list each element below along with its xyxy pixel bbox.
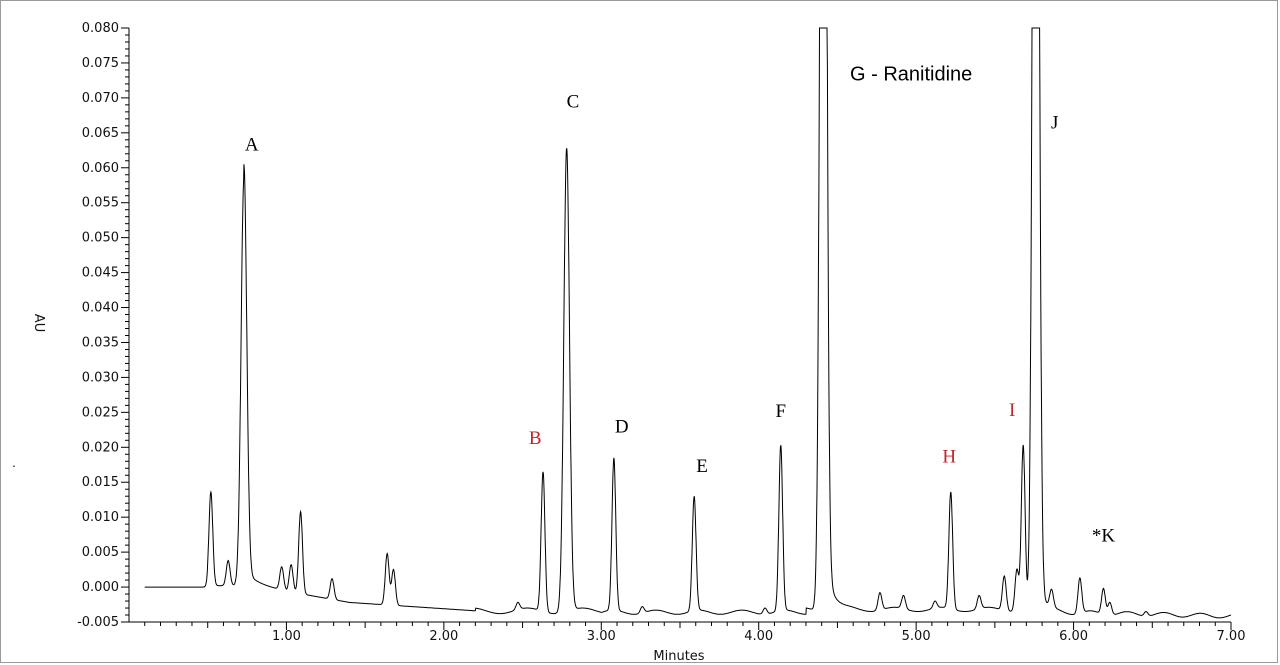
x-tick-label: 3.00 [587,629,616,644]
y-tick-label: 0.000 [82,580,119,595]
y-tick-label: 0.025 [82,405,119,420]
y-tick-label: 0.070 [82,91,119,106]
x-tick-label: 2.00 [429,629,458,644]
y-tick-label: 0.015 [82,475,119,490]
axes: 1.00 2.00 3.00 4.00 5.00 6.00 7.00 -0.005 0.000… [77,21,1245,644]
x-tick-label: 6.00 [1059,629,1088,644]
y-axis-title: AU [31,314,46,332]
y-tick-label: 0.045 [82,266,119,281]
x-axis-ticks: 1.00 2.00 3.00 4.00 5.00 6.00 7.00 [144,622,1246,644]
stray-mark: . [12,454,16,470]
x-axis-title: Minutes [653,649,704,664]
y-tick-label: 0.075 [82,56,119,71]
y-tick-label: 0.060 [82,161,119,176]
x-tick-label: 7.00 [1217,629,1246,644]
peak-label: *K [1092,526,1116,547]
peak-label: I [1009,400,1015,421]
peak-label: C [567,92,580,113]
peak-label: D [615,417,629,438]
y-tick-label: 0.065 [82,126,119,141]
y-tick-label: 0.040 [82,301,119,316]
peak-label: A [245,134,259,155]
peak-label: G - Ranitidine [850,63,972,85]
y-tick-label: 0.050 [82,231,119,246]
y-tick-label: 0.055 [82,196,119,211]
peak-label: E [696,456,708,477]
y-tick-label: 0.010 [82,510,119,525]
y-tick-label: 0.020 [82,440,119,455]
y-tick-label: 0.005 [82,545,119,560]
peak-labels: A B C D E F G - Ranitidine H I J *K [245,63,1115,546]
chromatogram-trace [144,27,1232,619]
y-tick-label: -0.005 [77,615,119,630]
x-tick-label: 1.00 [272,629,301,644]
x-tick-label: 5.00 [902,629,931,644]
y-tick-label: 0.080 [82,21,119,36]
peak-label: H [942,447,956,468]
y-tick-label: 0.030 [82,370,119,385]
y-axis-ticks: -0.005 0.000 0.005 0.010 0.015 0.020 0.025 0.03… [77,21,129,630]
peak-label: B [529,428,542,449]
peak-label: F [775,401,786,422]
x-tick-label: 4.00 [744,629,773,644]
y-tick-label: 0.035 [82,335,119,350]
peak-label: J [1051,113,1058,134]
